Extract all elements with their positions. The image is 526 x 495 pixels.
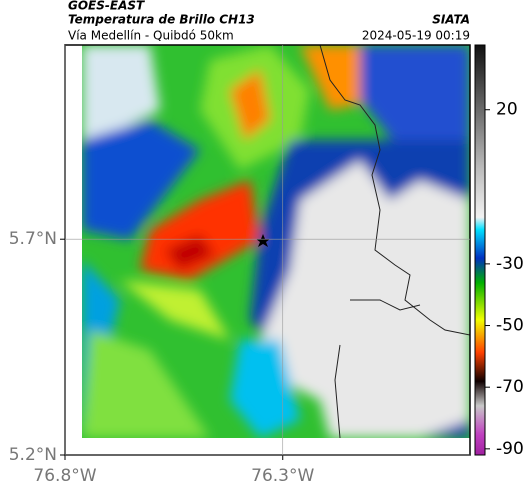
satellite-image [82, 45, 470, 438]
colorbar-tick-label: -50 [496, 316, 524, 336]
source: GOES-EAST [68, 0, 145, 13]
x-tick-label: 76.3°W [251, 466, 314, 486]
colorbar-tick-label: -90 [496, 439, 524, 459]
y-tick-label: 5.2°N [9, 445, 57, 465]
colorbar [474, 44, 486, 456]
x-tick-label: 76.8°W [33, 466, 96, 486]
colorbar-tick-label: 20 [496, 100, 518, 120]
timestamp: 2024-05-19 00:19 [362, 29, 470, 43]
title: Temperatura de Brillo CH13 [68, 13, 255, 27]
org: SIATA [432, 13, 470, 27]
subtitle: Vía Medellín - Quibdó 50km [68, 29, 234, 43]
y-tick-label: 5.7°N [9, 229, 57, 249]
colorbar-tick-label: -30 [496, 254, 524, 274]
colorbar-tick-label: -70 [496, 377, 524, 397]
